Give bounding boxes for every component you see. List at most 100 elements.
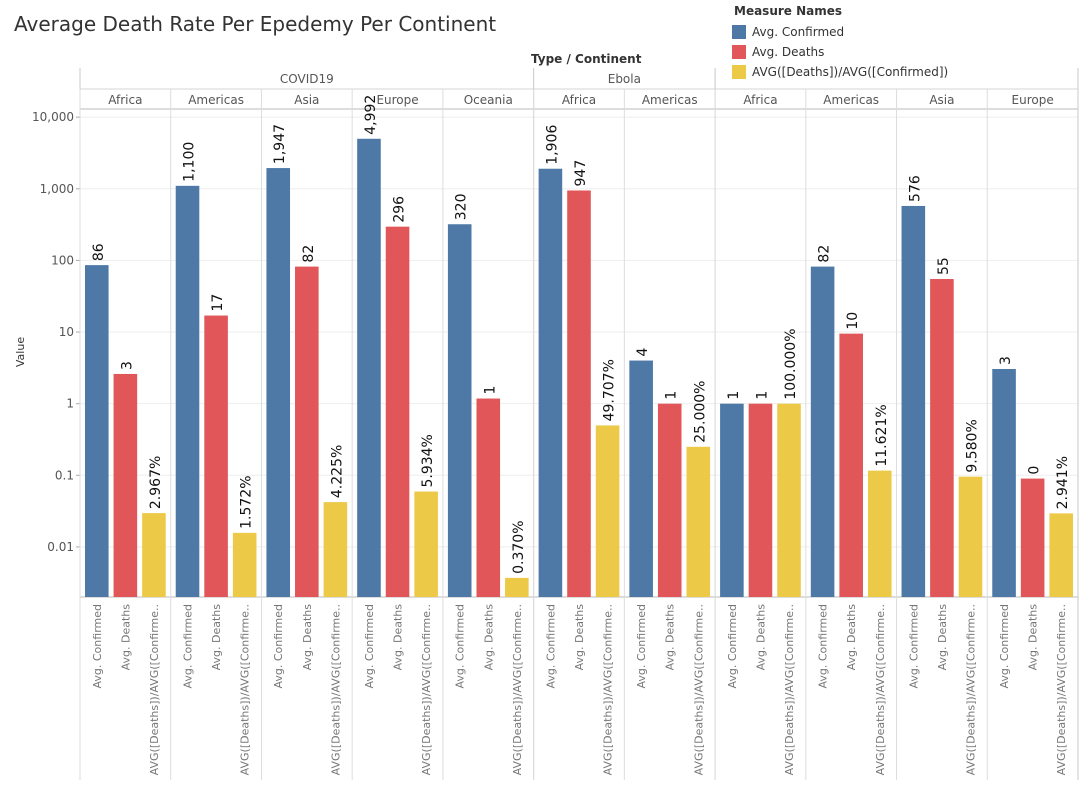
- measure-axis-label: Avg. Deaths: [482, 604, 495, 671]
- bar-data-label: 3: [119, 361, 135, 370]
- bar-data-label: 82: [301, 245, 317, 263]
- bar: [204, 315, 228, 597]
- y-tick-label: 0.01: [47, 540, 74, 554]
- bar: [84, 265, 109, 597]
- bar: [930, 279, 954, 597]
- bar-data-label: 11.621%: [874, 404, 890, 466]
- bar: [414, 491, 438, 597]
- legend-label: Avg. Deaths: [752, 45, 825, 59]
- measure-axis-label: Avg. Confirmed: [544, 604, 557, 688]
- bar-data-label: 25.000%: [692, 381, 708, 443]
- bar: [295, 266, 319, 597]
- bar-data-label: 4.225%: [329, 445, 345, 498]
- measure-axis-label: Avg. Deaths: [301, 604, 314, 671]
- y-axis-label: Value: [14, 337, 27, 367]
- measure-axis-label: AVG([Deaths])/AVG([Confirme..: [511, 604, 524, 775]
- measure-axis-label: Avg. Deaths: [573, 604, 586, 671]
- measure-axis-label: Avg. Confirmed: [635, 604, 648, 688]
- bar-data-label: 576: [907, 175, 923, 202]
- measure-axis-label: AVG([Deaths])/AVG([Confirme..: [602, 604, 615, 775]
- measure-axis-label: Avg. Deaths: [845, 604, 858, 671]
- bar-data-label: 947: [573, 160, 589, 187]
- bar-data-label: 17: [210, 294, 226, 312]
- y-tick-label: 100: [51, 253, 74, 267]
- bar-data-label: 1,906: [544, 125, 560, 165]
- bar-data-label: 55: [936, 257, 952, 275]
- bar: [505, 577, 529, 597]
- measure-axis-label: AVG([Deaths])/AVG([Confirme..: [329, 604, 342, 775]
- legend-entry-death-ratio[interactable]: AVG([Deaths])/AVG([Confirmed]): [732, 62, 948, 82]
- bar: [777, 403, 801, 597]
- bar-data-label: 0: [1027, 466, 1043, 475]
- bar-data-label: 49.707%: [602, 359, 618, 421]
- bar: [720, 403, 744, 597]
- bar-data-label: 296: [392, 196, 408, 223]
- measure-axis-label: Avg. Confirmed: [726, 604, 739, 688]
- bar-data-label: 3: [998, 356, 1014, 365]
- measure-axis-label: AVG([Deaths])/AVG([Confirme..: [239, 604, 252, 775]
- bar: [629, 360, 653, 597]
- type-header: COVID19: [280, 72, 334, 86]
- y-tick-label: 0.1: [55, 468, 74, 482]
- bar-data-label: 86: [91, 243, 107, 261]
- bar-data-label: 1: [754, 391, 770, 400]
- bar: [992, 368, 1016, 597]
- bar: [810, 266, 835, 597]
- measure-axis-label: AVG([Deaths])/AVG([Confirme..: [964, 604, 977, 775]
- measure-axis-label: Avg. Deaths: [664, 604, 677, 671]
- bar-data-label: 2.967%: [148, 456, 164, 509]
- bar-data-label: 320: [454, 194, 470, 221]
- measure-axis-label: Avg. Deaths: [1027, 604, 1040, 671]
- measure-axis-label: Avg. Confirmed: [91, 604, 104, 688]
- legend-label: AVG([Deaths])/AVG([Confirmed]): [752, 65, 949, 79]
- bar: [232, 532, 257, 597]
- legend-entry-avg-confirmed[interactable]: Avg. Confirmed: [732, 22, 948, 42]
- measure-axis-label: Avg. Deaths: [210, 604, 223, 671]
- continent-header: Europe: [376, 93, 418, 107]
- bar: [142, 513, 166, 597]
- y-tick-label: 1: [66, 397, 74, 411]
- bar-data-label: 1: [664, 391, 680, 400]
- measure-axis-label: Avg. Deaths: [754, 604, 767, 671]
- continent-header: Asia: [929, 93, 954, 107]
- measure-axis-label: AVG([Deaths])/AVG([Confirme..: [1055, 604, 1068, 775]
- bar: [266, 168, 291, 597]
- measure-axis-label: Avg. Deaths: [392, 604, 405, 671]
- measure-axis-label: AVG([Deaths])/AVG([Confirme..: [692, 604, 705, 775]
- continent-header: Americas: [642, 93, 698, 107]
- legend-entry-avg-deaths[interactable]: Avg. Deaths: [732, 42, 948, 62]
- continent-header: Oceania: [464, 93, 513, 107]
- bar: [323, 502, 348, 597]
- measure-axis-label: Avg. Confirmed: [817, 604, 830, 688]
- bar-data-label: 4,992: [363, 95, 379, 135]
- bar-data-label: 100.000%: [783, 328, 799, 399]
- bar: [686, 446, 711, 597]
- bar: [1020, 478, 1045, 597]
- measure-axis-label: AVG([Deaths])/AVG([Confirme..: [874, 604, 887, 775]
- continent-header: Europe: [1012, 93, 1054, 107]
- legend-swatch: [732, 45, 746, 59]
- continent-header: Asia: [294, 93, 319, 107]
- legend-label: Avg. Confirmed: [752, 25, 845, 39]
- bar: [538, 168, 563, 597]
- measure-axis-label: AVG([Deaths])/AVG([Confirme..: [783, 604, 796, 775]
- continent-header: Americas: [188, 93, 244, 107]
- bar-data-label: 1: [726, 391, 742, 400]
- legend-swatch: [732, 65, 746, 79]
- bar: [1049, 513, 1074, 597]
- bar-data-label: 5.934%: [420, 434, 436, 487]
- legend: Measure Names Avg. Confirmed Avg. Deaths…: [732, 4, 949, 84]
- continent-header: Africa: [562, 93, 596, 107]
- bar-data-label: 1: [482, 386, 498, 395]
- bar: [748, 403, 773, 597]
- y-tick-label: 1,000: [40, 182, 74, 196]
- bar: [958, 476, 983, 597]
- y-tick-label: 10: [59, 325, 74, 339]
- measure-axis-label: AVG([Deaths])/AVG([Confirme..: [420, 604, 433, 775]
- bar: [657, 403, 682, 597]
- measure-axis-label: Avg. Confirmed: [272, 604, 285, 688]
- bar-data-label: 10: [845, 312, 861, 330]
- bar-data-label: 1.572%: [239, 475, 255, 528]
- continent-header: Americas: [823, 93, 879, 107]
- continent-header: Africa: [743, 93, 777, 107]
